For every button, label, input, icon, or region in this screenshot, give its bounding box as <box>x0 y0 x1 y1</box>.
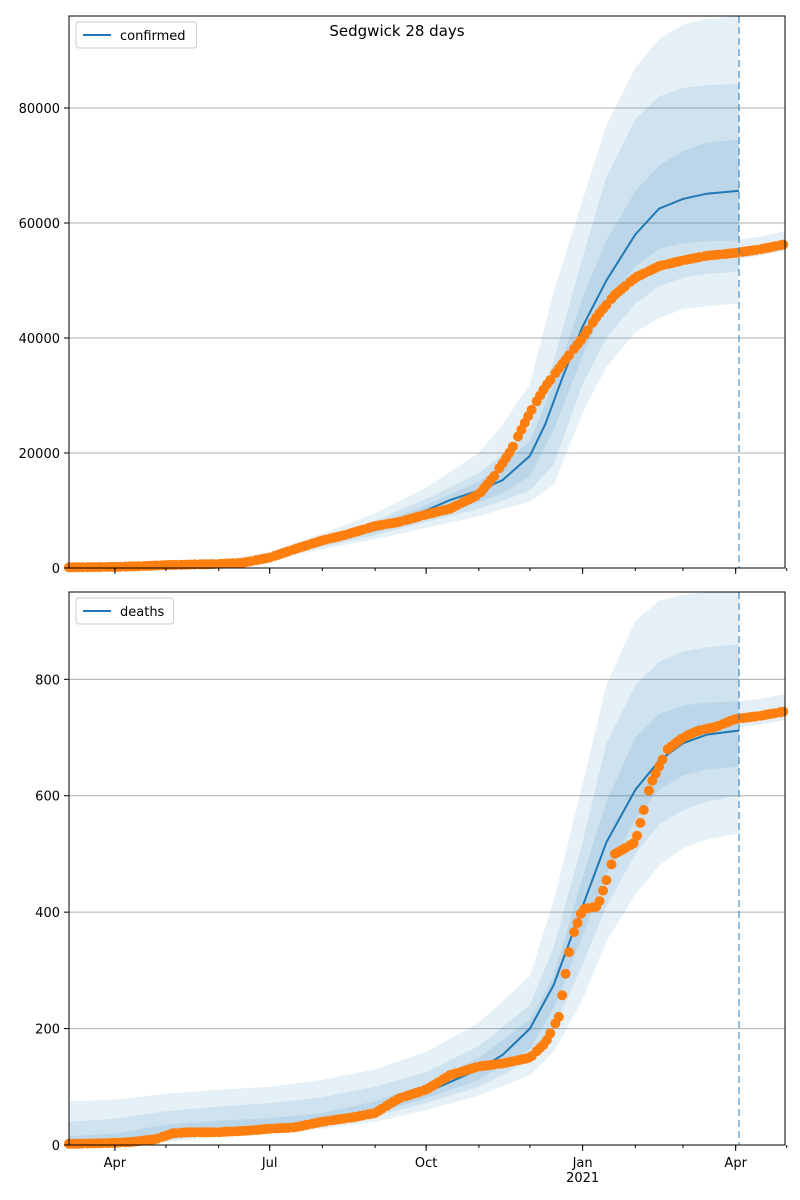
observed-point <box>638 805 649 815</box>
observed-point <box>778 706 789 717</box>
y-tick-label: 40000 <box>19 332 60 347</box>
observed-point <box>582 325 593 336</box>
x-tick-label: Jan <box>572 1156 593 1171</box>
legend-box <box>75 597 175 625</box>
observed-point <box>594 896 605 907</box>
confidence-band-2 <box>69 83 740 568</box>
legend-box <box>75 21 197 49</box>
legend-label: deaths <box>120 605 165 620</box>
observed-point <box>564 947 574 958</box>
observed-point <box>545 1028 556 1039</box>
observed-point <box>601 875 612 886</box>
y-tick-label: 400 <box>35 906 60 921</box>
observed-point <box>572 918 583 928</box>
observed-point <box>635 817 646 828</box>
x-tick-label: Apr <box>104 1156 127 1171</box>
observed-point <box>628 838 639 849</box>
y-tick-label: 800 <box>35 673 60 688</box>
figure-title: Sedgwick 28 days <box>329 22 464 40</box>
observed-point <box>489 471 500 481</box>
observed-point <box>606 859 617 870</box>
plot-frame <box>68 15 786 569</box>
observed-point <box>560 968 571 979</box>
observed-point <box>557 990 568 1001</box>
y-tick-label: 20000 <box>19 447 60 462</box>
y-tick-label: 0 <box>52 562 60 577</box>
x-tick-label: Jul <box>261 1156 278 1171</box>
observed-point <box>598 885 608 896</box>
plot-frame <box>68 591 786 1146</box>
observed-point <box>778 239 789 250</box>
confidence-band-1 <box>69 592 740 1145</box>
confidence-band-1 <box>69 16 740 568</box>
observed-point <box>545 375 556 385</box>
observed-point <box>553 1011 564 1022</box>
y-tick-label: 60000 <box>19 217 60 232</box>
confirmed-panel: 0 20000 40000 60000 80000 confirmed <box>19 15 789 577</box>
observed-point <box>657 754 668 765</box>
x-tick-label: Apr <box>724 1156 747 1171</box>
legend-label: confirmed <box>120 29 186 44</box>
observed-point <box>632 830 642 841</box>
observed-point <box>569 927 580 938</box>
observed-point <box>526 404 537 415</box>
y-tick-label: 0 <box>52 1139 60 1154</box>
y-tick-label: 600 <box>35 790 60 805</box>
x-tick-label: Oct <box>415 1156 437 1171</box>
y-tick-label: 200 <box>35 1023 60 1038</box>
y-tick-label: 80000 <box>19 102 60 117</box>
confidence-band-3 <box>69 139 740 568</box>
observed-point <box>507 441 518 452</box>
observed-point <box>643 785 654 796</box>
x-tick-sublabel: 2021 <box>566 1171 599 1186</box>
